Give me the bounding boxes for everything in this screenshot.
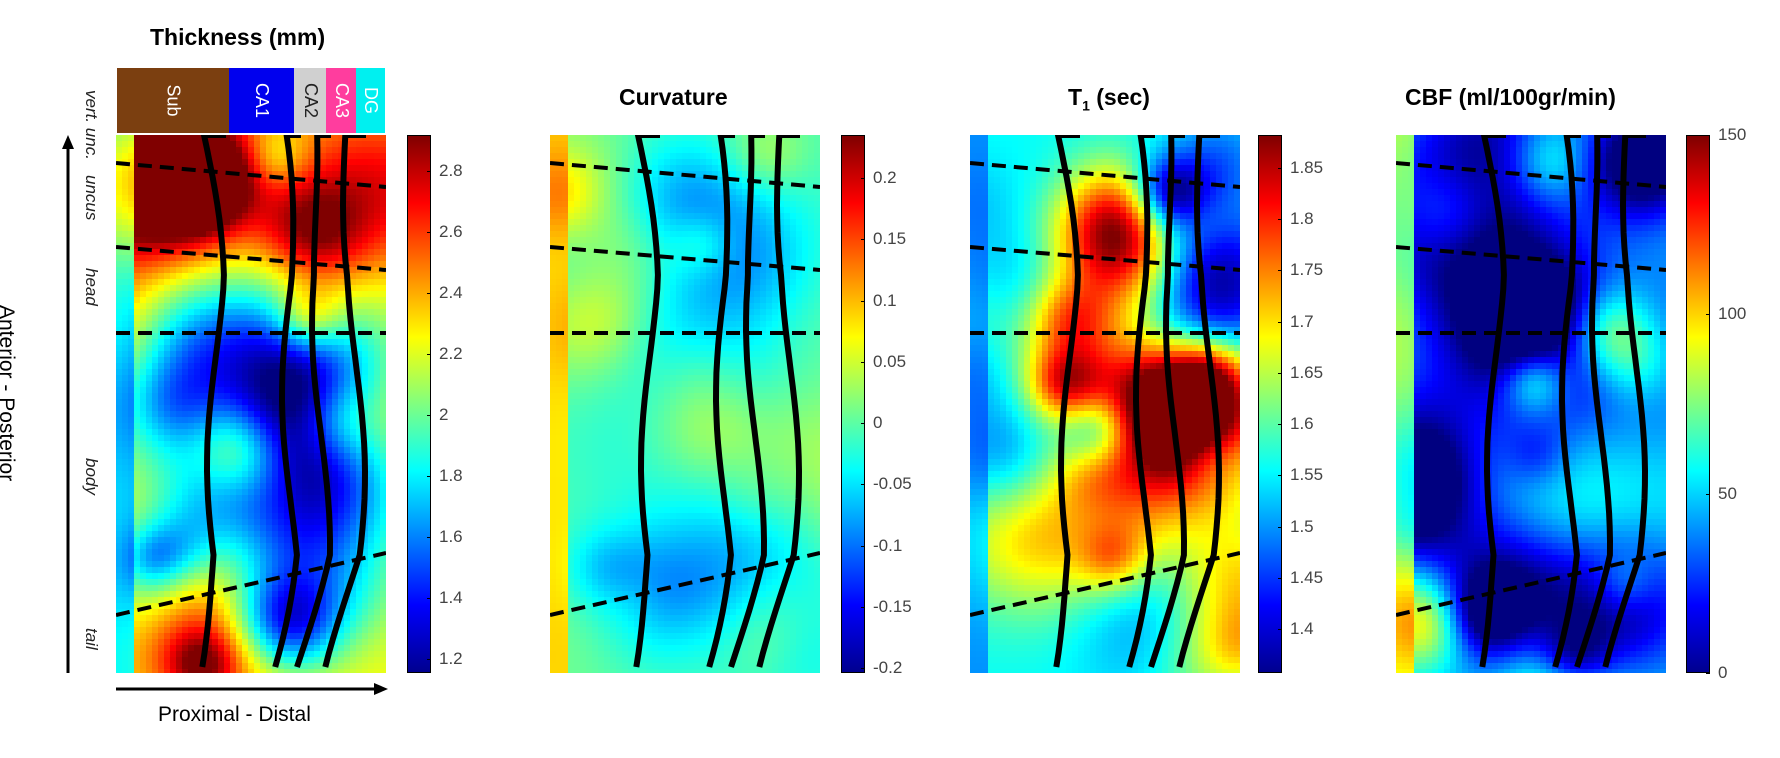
thickness-colorbar-tickmark — [427, 598, 431, 599]
t1-colorbar — [1258, 135, 1282, 673]
cbf-colorbar-tickmark — [1706, 493, 1710, 495]
thickness-map — [116, 135, 386, 673]
t1-colorbar-tickmark — [1278, 577, 1282, 579]
cbf-colorbar-tick: 150 — [1718, 125, 1747, 144]
region-ca2: CA2 — [294, 68, 326, 133]
t1-colorbar-tickmark — [1278, 219, 1282, 221]
cbf-colorbar-tickmark — [1706, 314, 1710, 316]
t1-colorbar-tick: 1.55 — [1290, 465, 1324, 485]
curvature-colorbar-tick: 0.05 — [873, 351, 907, 371]
t1-colorbar-tickmark — [1278, 321, 1282, 323]
region-sub: Sub — [117, 68, 229, 133]
t1-colorbar-tick: 1.6 — [1290, 414, 1314, 434]
t1-colorbar-tickmark — [1278, 270, 1282, 272]
t1-colorbar-tickmark — [1278, 629, 1282, 630]
cbf-title: CBF (ml/100gr/min) — [1405, 84, 1616, 110]
vertical-axis-label: Anterior - Posterior — [0, 305, 18, 482]
vertical-axis-arrow — [62, 135, 74, 673]
curvature-colorbar-tick: 0.1 — [873, 290, 897, 310]
thickness-colorbar — [407, 135, 431, 673]
row-label-uncus: uncus — [82, 175, 101, 221]
row-label-vert-unc: vert. unc. — [82, 90, 101, 160]
curvature-colorbar-tick: 0 — [873, 413, 883, 432]
curvature-colorbar-tickmark — [861, 545, 865, 547]
curvature-map — [550, 135, 820, 673]
row-label-body: body — [82, 458, 101, 495]
cbf-map — [1396, 135, 1666, 673]
horizontal-axis-label: Proximal - Distal — [158, 703, 311, 726]
curvature-colorbar — [841, 135, 865, 673]
curvature-title: Curvature — [619, 84, 728, 110]
thickness-colorbar-tick: 2.4 — [439, 283, 463, 302]
thickness-colorbar-tick: 1.6 — [439, 527, 463, 546]
t1-colorbar-tickmark — [1278, 526, 1282, 528]
curvature-colorbar-tick: 0.15 — [873, 229, 907, 249]
thickness-colorbar-tick: 1.8 — [439, 466, 463, 485]
curvature-colorbar-tick: -0.1 — [873, 535, 903, 555]
thickness-colorbar-tick: 2 — [439, 405, 449, 424]
cbf-colorbar-tick: 50 — [1718, 483, 1737, 503]
cbf-colorbar — [1686, 135, 1710, 673]
t1-colorbar-tick: 1.45 — [1290, 567, 1324, 587]
cbf-colorbar-tickmark — [1706, 673, 1710, 674]
thickness-colorbar-tick: 2.8 — [439, 161, 463, 180]
t1-colorbar-tickmark — [1278, 424, 1282, 426]
region-dg: DG — [356, 68, 385, 133]
cbf-colorbar-tickmark — [1706, 135, 1710, 136]
t1-colorbar-tick: 1.85 — [1290, 158, 1324, 177]
curvature-colorbar-tickmark — [861, 178, 865, 179]
t1-colorbar-tickmark — [1278, 168, 1282, 169]
thickness-colorbar-tickmark — [427, 537, 431, 538]
t1-map — [970, 135, 1240, 673]
t1-colorbar-tick: 1.4 — [1290, 619, 1314, 638]
t1-colorbar-tick: 1.75 — [1290, 260, 1324, 280]
curvature-colorbar-tickmark — [861, 361, 865, 363]
curvature-colorbar-tick: -0.05 — [873, 474, 912, 494]
cbf-colorbar-tick: 100 — [1718, 304, 1747, 324]
curvature-colorbar-tickmark — [861, 423, 865, 424]
row-label-head: head — [82, 268, 101, 306]
thickness-colorbar-tickmark — [427, 293, 431, 294]
horizontal-axis-arrow — [116, 683, 388, 695]
thickness-colorbar-tickmark — [427, 476, 431, 477]
region-ca3: CA3 — [326, 68, 356, 133]
curvature-colorbar-tickmark — [861, 668, 865, 669]
curvature-colorbar-tickmark — [861, 300, 865, 302]
row-label-tail: tail — [82, 628, 101, 650]
thickness-colorbar-tick: 1.4 — [439, 588, 463, 607]
thickness-colorbar-tick: 1.2 — [439, 649, 463, 668]
thickness-colorbar-tickmark — [427, 171, 431, 172]
thickness-colorbar-tickmark — [427, 659, 431, 660]
thickness-colorbar-tick: 2.2 — [439, 344, 463, 363]
thickness-title: Thickness (mm) — [150, 24, 326, 50]
curvature-colorbar-tick: -0.15 — [873, 596, 912, 616]
thickness-colorbar-tickmark — [427, 354, 431, 355]
t1-colorbar-tickmark — [1278, 475, 1282, 477]
t1-colorbar-tick: 1.7 — [1290, 311, 1314, 331]
curvature-colorbar-tickmark — [861, 239, 865, 241]
region-ca1: CA1 — [229, 68, 294, 133]
curvature-colorbar-tickmark — [861, 484, 865, 486]
thickness-colorbar-tickmark — [427, 415, 431, 416]
cbf-colorbar-tick: 0 — [1718, 663, 1728, 682]
thickness-colorbar-tickmark — [427, 232, 431, 233]
t1-title: T1 (sec) — [1068, 84, 1150, 114]
curvature-colorbar-tick: -0.2 — [873, 658, 903, 677]
t1-colorbar-tick: 1.65 — [1290, 362, 1324, 382]
t1-colorbar-tick: 1.8 — [1290, 209, 1314, 229]
thickness-colorbar-tick: 2.6 — [439, 222, 463, 241]
t1-colorbar-tick: 1.5 — [1290, 516, 1314, 536]
curvature-colorbar-tickmark — [861, 606, 865, 608]
curvature-colorbar-tick: 0.2 — [873, 168, 897, 187]
t1-colorbar-tickmark — [1278, 372, 1282, 374]
